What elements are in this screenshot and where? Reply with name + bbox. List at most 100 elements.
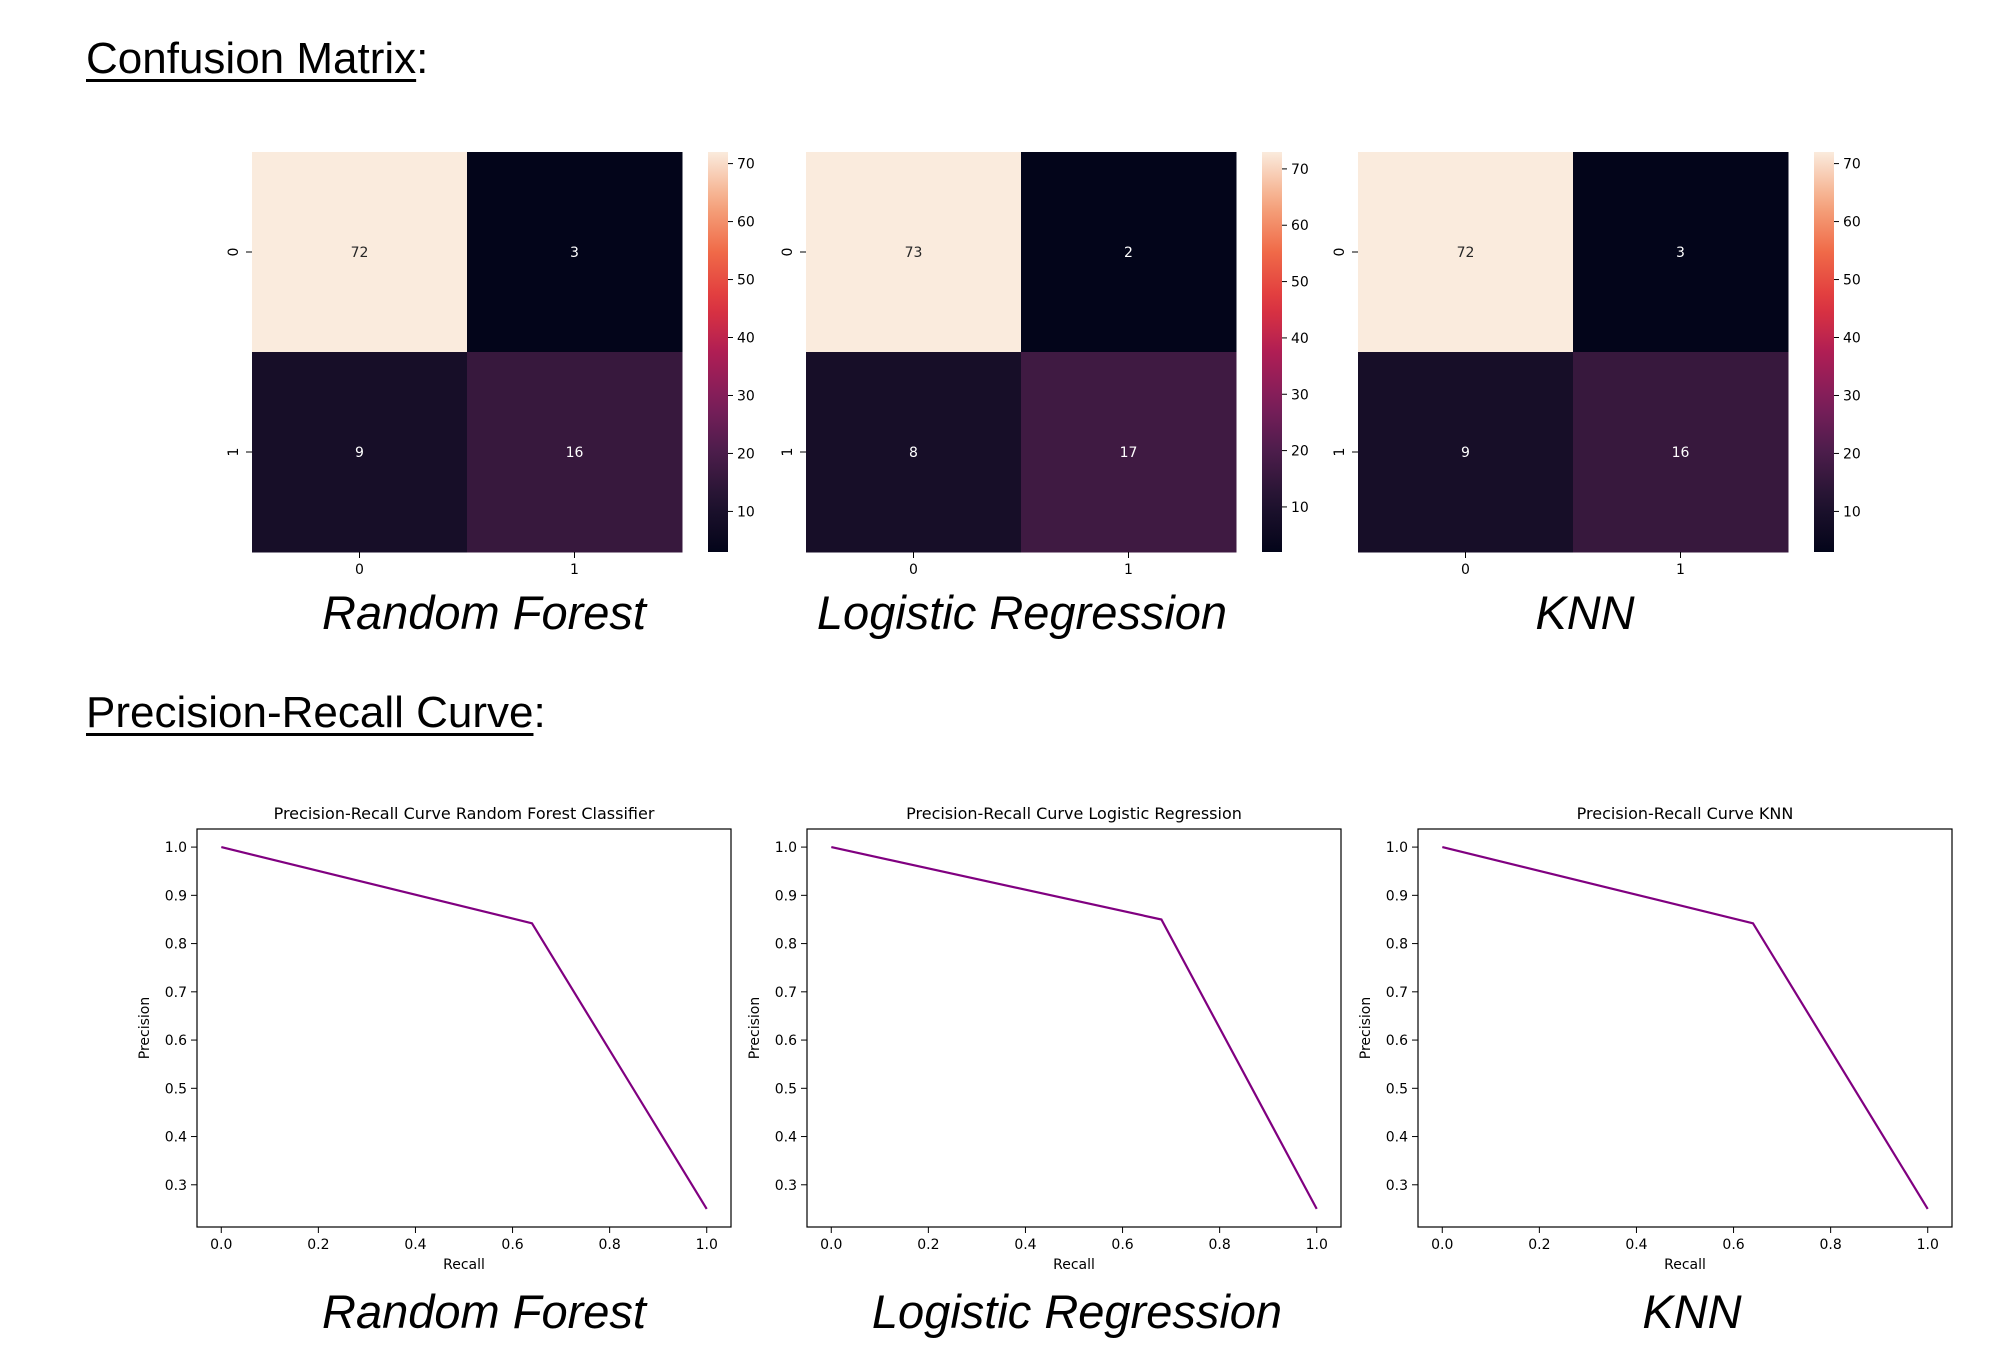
cm-random-forest-colorbar-label: 60 xyxy=(737,215,755,231)
cm-logistic-regression-colorbar-label: 70 xyxy=(1291,162,1309,178)
pr-knn-y-tick-label: 0.8 xyxy=(1386,937,1408,953)
cm-random-forest-colorbar-label: 10 xyxy=(737,504,755,520)
pr-random-forest-y-tick-label: 0.3 xyxy=(165,1178,187,1194)
cm-random-forest-cell xyxy=(467,152,683,353)
pr-knn-x-tick-label: 1.0 xyxy=(1917,1237,1939,1253)
cm-knn-colorbar-label: 70 xyxy=(1843,157,1861,173)
pr-knn-x-tick-label: 0.0 xyxy=(1431,1237,1453,1253)
cm-knn-colorbar-label: 50 xyxy=(1843,273,1861,289)
pr-caption-knn: KNN xyxy=(1642,1285,1742,1338)
cm-logistic-regression-colorbar-label: 40 xyxy=(1291,331,1309,347)
pr-knn-plot-frame xyxy=(1417,828,1953,1228)
cm-random-forest-colorbar-label: 20 xyxy=(737,446,755,462)
confusion-matrix-heading-text: Confusion Matrix xyxy=(86,34,417,83)
cm-random-forest-colorbar-label: 50 xyxy=(737,273,755,289)
cm-logistic-regression-row-label: 1 xyxy=(780,448,796,457)
pr-knn-y-tick-label: 0.3 xyxy=(1386,1178,1408,1194)
cm-random-forest-colorbar xyxy=(708,152,728,552)
pr-random-forest-x-tick-label: 0.0 xyxy=(210,1237,232,1253)
pr-logistic-regression-plot-frame xyxy=(806,828,1342,1228)
cm-random-forest-cell-value: 9 xyxy=(355,445,364,461)
pr-random-forest-x-tick-label: 0.8 xyxy=(599,1237,621,1253)
pr-knn-y-label: Precision xyxy=(1358,997,1374,1059)
cm-knn-colorbar-label: 30 xyxy=(1843,388,1861,404)
cm-knn-cell-value: 9 xyxy=(1461,445,1470,461)
pr-random-forest-title: Precision-Recall Curve Random Forest Cla… xyxy=(274,804,655,823)
pr-logistic-regression-y-tick-label: 1.0 xyxy=(775,840,797,856)
cm-random-forest-row-label: 1 xyxy=(226,448,242,457)
pr-random-forest-y-tick-label: 0.5 xyxy=(165,1081,187,1097)
pr-logistic-regression-x-tick-label: 1.0 xyxy=(1306,1237,1328,1253)
cm-logistic-regression-cell xyxy=(806,352,1022,553)
pr-logistic-regression-y-tick-label: 0.4 xyxy=(775,1130,797,1146)
pr-knn-x-tick-label: 0.2 xyxy=(1528,1237,1550,1253)
cm-knn-colorbar-label: 20 xyxy=(1843,446,1861,462)
cm-random-forest-colorbar-label: 40 xyxy=(737,331,755,347)
pr-knn-x-tick-label: 0.6 xyxy=(1722,1237,1744,1253)
cm-knn-col-label: 0 xyxy=(1461,562,1470,578)
pr-random-forest-y-tick-label: 0.8 xyxy=(165,937,187,953)
cm-random-forest-cell xyxy=(252,152,468,353)
cm-random-forest-cell-value: 16 xyxy=(566,445,584,461)
cm-logistic-regression-row-label: 0 xyxy=(780,248,796,257)
cm-knn-cell-value: 72 xyxy=(1457,245,1475,261)
pr-logistic-regression-title: Precision-Recall Curve Logistic Regressi… xyxy=(906,804,1242,823)
pr-knn-y-tick-label: 0.9 xyxy=(1386,888,1408,904)
pr-logistic-regression-y-tick-label: 0.8 xyxy=(775,937,797,953)
pr-caption-random-forest: Random Forest xyxy=(322,1285,646,1338)
pr-knn-y-tick-label: 0.7 xyxy=(1386,985,1408,1001)
pr-logistic-regression-y-tick-label: 0.6 xyxy=(775,1033,797,1049)
cm-knn-colorbar xyxy=(1814,152,1834,552)
pr-logistic-regression-x-tick-label: 0.8 xyxy=(1209,1237,1231,1253)
cm-random-forest-cell-value: 72 xyxy=(351,245,369,261)
cm-knn-cell-value: 3 xyxy=(1676,245,1685,261)
cm-logistic-regression-col-label: 0 xyxy=(909,562,918,578)
pr-random-forest-plot-frame xyxy=(196,828,732,1228)
cm-knn-cell xyxy=(1358,352,1574,553)
cm-caption-knn: KNN xyxy=(1535,586,1635,639)
pr-random-forest-x-label: Recall xyxy=(443,1257,485,1273)
cm-knn-cell-value: 16 xyxy=(1672,445,1690,461)
precision-recall-heading: Precision-Recall Curve: xyxy=(86,688,546,738)
cm-logistic-regression-cell xyxy=(1021,352,1237,553)
cm-knn-cell xyxy=(1573,352,1789,553)
cm-logistic-regression-cell xyxy=(806,152,1022,353)
pr-knn-y-tick-label: 0.6 xyxy=(1386,1033,1408,1049)
pr-random-forest-curve xyxy=(221,846,708,1210)
cm-random-forest-cell xyxy=(467,352,683,553)
cm-logistic-regression-colorbar xyxy=(1262,152,1282,552)
confusion-matrix-heading-colon: : xyxy=(416,34,429,83)
cm-caption-logistic-regression: Logistic Regression xyxy=(816,586,1228,639)
pr-random-forest-x-tick-label: 0.2 xyxy=(307,1237,329,1253)
pr-logistic-regression-x-tick-label: 0.6 xyxy=(1111,1237,1133,1253)
pr-logistic-regression-curve xyxy=(831,846,1318,1210)
pr-logistic-regression-y-tick-label: 0.5 xyxy=(775,1081,797,1097)
cm-logistic-regression-colorbar-label: 60 xyxy=(1291,218,1309,234)
pr-logistic-regression-x-tick-label: 0.0 xyxy=(820,1237,842,1253)
pr-knn-y-tick-label: 1.0 xyxy=(1386,840,1408,856)
cm-logistic-regression-col-label: 1 xyxy=(1124,562,1133,578)
cm-knn-colorbar-label: 40 xyxy=(1843,331,1861,347)
pr-logistic-regression-y-tick-label: 0.7 xyxy=(775,985,797,1001)
cm-logistic-regression-cell-value: 73 xyxy=(905,245,923,261)
confusion-matrix-heading: Confusion Matrix: xyxy=(86,34,428,84)
pr-random-forest-y-label: Precision xyxy=(137,997,153,1059)
cm-knn-cell xyxy=(1573,152,1789,353)
cm-knn-colorbar-label: 60 xyxy=(1843,215,1861,231)
pr-random-forest-x-tick-label: 1.0 xyxy=(696,1237,718,1253)
pr-logistic-regression-x-label: Recall xyxy=(1053,1257,1095,1273)
cm-random-forest-row-label: 0 xyxy=(226,248,242,257)
pr-caption-logistic-regression: Logistic Regression xyxy=(871,1285,1283,1338)
cm-logistic-regression-colorbar-label: 30 xyxy=(1291,387,1309,403)
cm-logistic-regression-colorbar-label: 50 xyxy=(1291,275,1309,291)
pr-random-forest-y-tick-label: 0.9 xyxy=(165,888,187,904)
cm-knn-row-label: 0 xyxy=(1332,248,1348,257)
pr-random-forest-x-tick-label: 0.6 xyxy=(501,1237,523,1253)
cm-logistic-regression-cell-value: 17 xyxy=(1120,445,1138,461)
cm-logistic-regression-cell xyxy=(1021,152,1237,353)
cm-random-forest-colorbar-label: 30 xyxy=(737,388,755,404)
cm-knn-colorbar-label: 10 xyxy=(1843,504,1861,520)
cm-knn-row-label: 1 xyxy=(1332,448,1348,457)
cm-logistic-regression-cell-value: 8 xyxy=(909,445,918,461)
